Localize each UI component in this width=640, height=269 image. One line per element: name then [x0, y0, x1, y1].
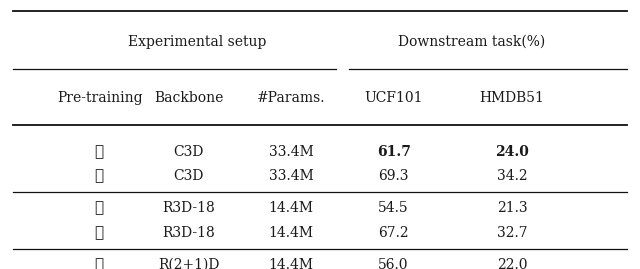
Text: Backbone: Backbone	[154, 91, 223, 105]
Text: C3D: C3D	[173, 145, 204, 159]
Text: 34.2: 34.2	[497, 169, 527, 183]
Text: 69.3: 69.3	[378, 169, 409, 183]
Text: ✗: ✗	[95, 201, 104, 215]
Text: ✗: ✗	[95, 258, 104, 269]
Text: 24.0: 24.0	[495, 145, 529, 159]
Text: ✓: ✓	[95, 169, 104, 183]
Text: ✗: ✗	[95, 145, 104, 159]
Text: R3D-18: R3D-18	[163, 201, 215, 215]
Text: HMDB51: HMDB51	[479, 91, 545, 105]
Text: 22.0: 22.0	[497, 258, 527, 269]
Text: Pre-training: Pre-training	[58, 91, 143, 105]
Text: 61.7: 61.7	[377, 145, 410, 159]
Text: ✓: ✓	[95, 226, 104, 240]
Text: C3D: C3D	[173, 169, 204, 183]
Text: Experimental setup: Experimental setup	[127, 35, 266, 49]
Text: UCF101: UCF101	[364, 91, 423, 105]
Text: 14.4M: 14.4M	[269, 258, 314, 269]
Text: 14.4M: 14.4M	[269, 226, 314, 240]
Text: R(2+1)D: R(2+1)D	[158, 258, 220, 269]
Text: 33.4M: 33.4M	[269, 145, 314, 159]
Text: 21.3: 21.3	[497, 201, 527, 215]
Text: Downstream task(%): Downstream task(%)	[398, 35, 546, 49]
Text: 14.4M: 14.4M	[269, 201, 314, 215]
Text: #Params.: #Params.	[257, 91, 326, 105]
Text: 56.0: 56.0	[378, 258, 409, 269]
Text: 54.5: 54.5	[378, 201, 409, 215]
Text: 67.2: 67.2	[378, 226, 409, 240]
Text: 33.4M: 33.4M	[269, 169, 314, 183]
Text: 32.7: 32.7	[497, 226, 527, 240]
Text: R3D-18: R3D-18	[163, 226, 215, 240]
